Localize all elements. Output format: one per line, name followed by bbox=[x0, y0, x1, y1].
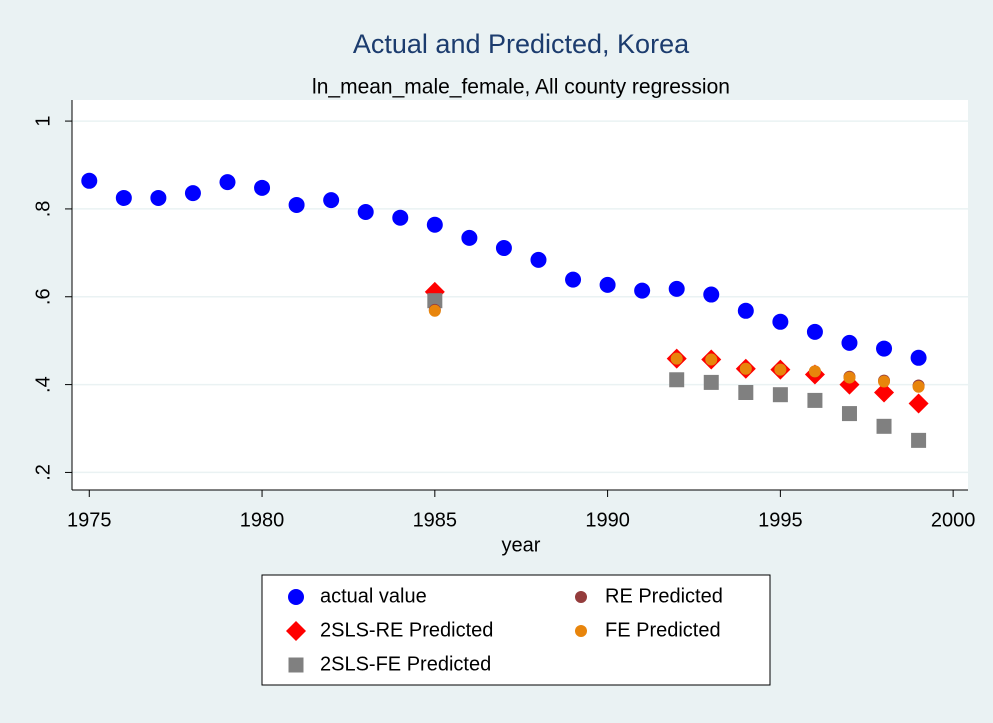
point bbox=[565, 271, 582, 288]
legend-label: RE Predicted bbox=[605, 585, 723, 607]
point bbox=[461, 229, 478, 246]
point bbox=[286, 621, 306, 641]
chart-subtitle: ln_mean_male_female, All county regressi… bbox=[312, 76, 730, 99]
point bbox=[737, 302, 754, 319]
point bbox=[495, 240, 512, 257]
legend-label: 2SLS-RE Predicted bbox=[320, 619, 493, 641]
x-tick-label: 2000 bbox=[931, 509, 976, 531]
point bbox=[705, 353, 718, 366]
point bbox=[530, 251, 547, 268]
point bbox=[703, 286, 720, 303]
point bbox=[115, 189, 132, 206]
legend-label: 2SLS-FE Predicted bbox=[320, 653, 491, 675]
point bbox=[428, 304, 441, 317]
point bbox=[739, 362, 752, 375]
point bbox=[911, 432, 927, 448]
point bbox=[878, 375, 891, 388]
x-tick-label: 1995 bbox=[758, 509, 803, 531]
point bbox=[774, 363, 787, 376]
x-tick-label: 1980 bbox=[240, 509, 285, 531]
point bbox=[703, 374, 719, 390]
point bbox=[670, 352, 683, 365]
point bbox=[806, 323, 823, 340]
point bbox=[876, 418, 892, 434]
point bbox=[219, 174, 236, 191]
point bbox=[323, 192, 340, 209]
point bbox=[184, 185, 201, 202]
point bbox=[150, 189, 167, 206]
point bbox=[772, 387, 788, 403]
y-tick-label: .6 bbox=[32, 288, 54, 305]
x-tick-label: 1985 bbox=[413, 509, 458, 531]
point bbox=[357, 203, 374, 220]
y-tick-label: .4 bbox=[32, 376, 54, 393]
point bbox=[843, 371, 856, 384]
plot-area bbox=[72, 100, 968, 490]
point bbox=[738, 385, 754, 400]
point bbox=[908, 393, 929, 414]
y-tick-label: 1 bbox=[32, 116, 54, 127]
point bbox=[254, 179, 271, 196]
point bbox=[599, 276, 616, 293]
point bbox=[575, 591, 587, 603]
chart-title: Actual and Predicted, Korea bbox=[353, 29, 690, 59]
point bbox=[910, 349, 927, 366]
x-tick-label: 1990 bbox=[585, 509, 630, 531]
point bbox=[807, 392, 823, 408]
point bbox=[634, 282, 651, 299]
point bbox=[874, 382, 895, 403]
point bbox=[288, 589, 304, 605]
y-tick-label: .8 bbox=[32, 201, 54, 218]
point bbox=[668, 280, 685, 297]
legend-label: FE Predicted bbox=[605, 619, 721, 641]
point bbox=[841, 406, 857, 422]
point bbox=[808, 365, 821, 378]
point bbox=[772, 313, 789, 330]
point bbox=[426, 216, 443, 233]
legend-label: actual value bbox=[320, 585, 427, 607]
y-tick-label: .2 bbox=[32, 464, 54, 481]
point bbox=[876, 340, 893, 357]
point bbox=[288, 196, 305, 213]
point bbox=[427, 293, 443, 309]
point bbox=[841, 334, 858, 351]
x-tick-label: 1975 bbox=[67, 509, 112, 531]
point bbox=[575, 625, 587, 637]
point bbox=[912, 380, 925, 393]
legend bbox=[261, 574, 771, 686]
point bbox=[288, 657, 304, 673]
x-axis-label: year bbox=[502, 534, 541, 556]
point bbox=[81, 172, 98, 189]
point bbox=[669, 372, 685, 388]
point bbox=[392, 209, 409, 226]
